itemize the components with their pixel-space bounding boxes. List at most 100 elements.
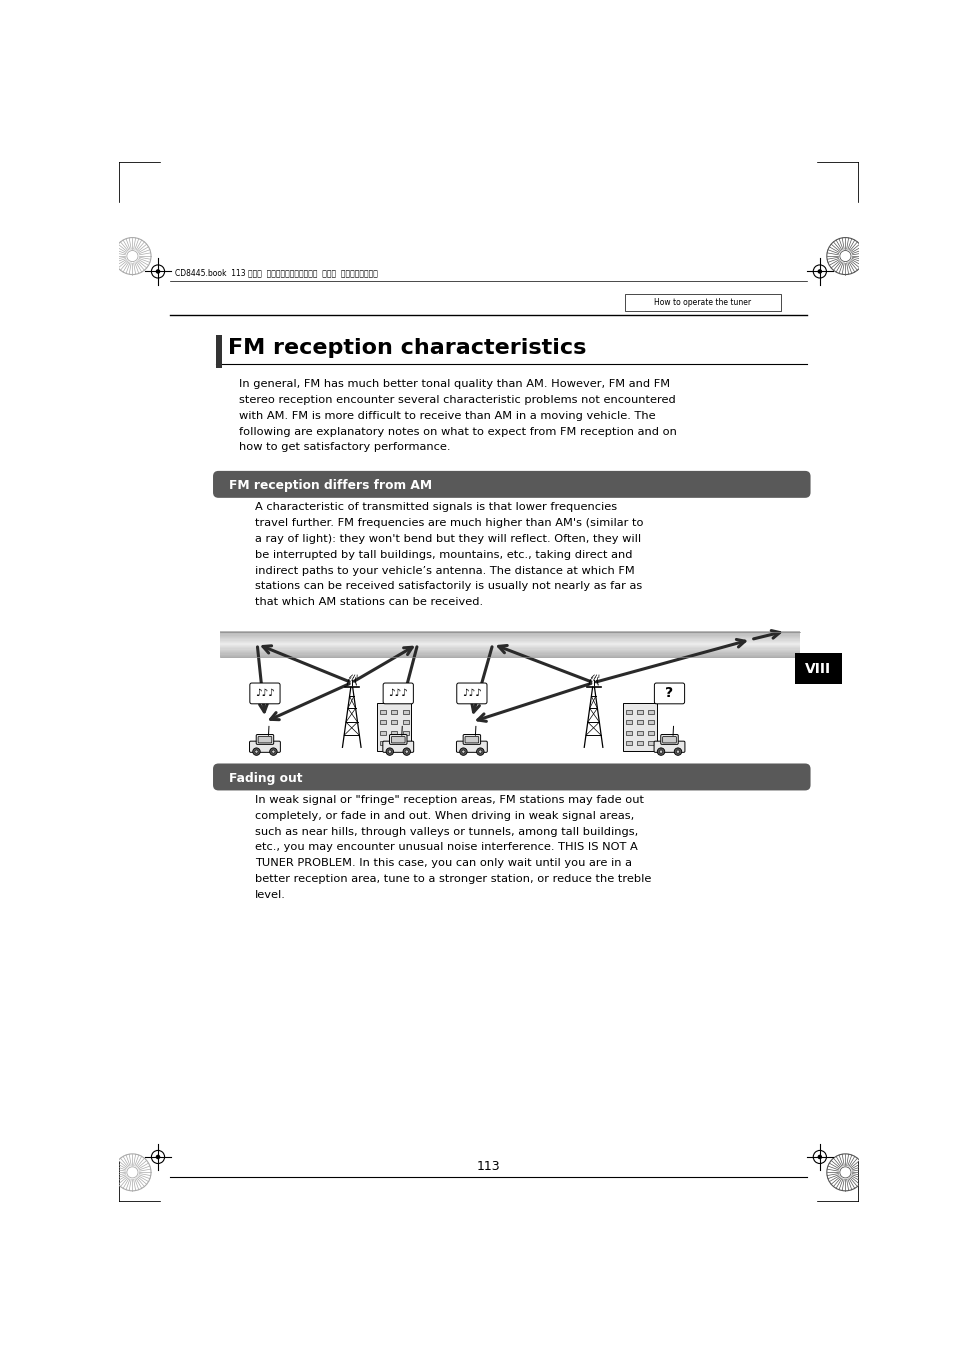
Text: ♪♪♪: ♪♪♪ xyxy=(388,689,408,698)
Bar xyxy=(379,742,386,746)
Text: with AM. FM is more difficult to receive than AM in a moving vehicle. The: with AM. FM is more difficult to receive… xyxy=(239,411,656,420)
Circle shape xyxy=(818,270,821,273)
Text: FM reception characteristics: FM reception characteristics xyxy=(228,338,585,358)
FancyBboxPatch shape xyxy=(382,742,414,753)
Bar xyxy=(379,720,386,724)
Bar xyxy=(220,636,799,638)
FancyBboxPatch shape xyxy=(389,735,407,744)
FancyBboxPatch shape xyxy=(654,684,684,704)
Bar xyxy=(220,635,799,636)
Bar xyxy=(625,731,631,735)
FancyBboxPatch shape xyxy=(250,684,280,704)
Circle shape xyxy=(405,750,408,754)
Bar xyxy=(391,720,397,724)
Circle shape xyxy=(676,750,679,754)
Bar xyxy=(622,704,657,751)
Text: following are explanatory notes on what to expect from FM reception and on: following are explanatory notes on what … xyxy=(239,427,677,436)
Text: ♪♪♪: ♪♪♪ xyxy=(254,689,274,698)
FancyBboxPatch shape xyxy=(258,736,272,743)
Bar xyxy=(391,742,397,746)
Bar xyxy=(220,647,799,648)
Bar xyxy=(391,709,397,713)
Circle shape xyxy=(388,750,391,754)
Circle shape xyxy=(386,748,394,755)
FancyBboxPatch shape xyxy=(462,735,480,744)
Bar xyxy=(637,720,642,724)
Bar xyxy=(625,742,631,746)
Circle shape xyxy=(478,750,481,754)
Bar xyxy=(220,628,799,757)
Bar xyxy=(220,654,799,657)
Bar xyxy=(625,709,631,713)
Bar xyxy=(379,731,386,735)
Bar xyxy=(220,648,799,650)
Text: stations can be received satisfactorily is usually not nearly as far as: stations can be received satisfactorily … xyxy=(254,581,641,592)
Bar xyxy=(220,634,799,635)
Bar xyxy=(216,335,221,369)
Text: In weak signal or "fringe" reception areas, FM stations may fade out: In weak signal or "fringe" reception are… xyxy=(254,794,643,805)
Bar xyxy=(637,731,642,735)
Bar xyxy=(379,709,386,713)
FancyBboxPatch shape xyxy=(213,471,810,497)
Bar xyxy=(402,742,409,746)
Bar xyxy=(391,731,397,735)
FancyBboxPatch shape xyxy=(456,684,486,704)
Text: better reception area, tune to a stronger station, or reduce the treble: better reception area, tune to a stronge… xyxy=(254,874,651,884)
Text: stereo reception encounter several characteristic problems not encountered: stereo reception encounter several chara… xyxy=(239,394,676,405)
FancyBboxPatch shape xyxy=(213,763,810,790)
Circle shape xyxy=(270,748,277,755)
Bar xyxy=(220,655,799,657)
Text: FM reception differs from AM: FM reception differs from AM xyxy=(229,480,432,492)
Bar xyxy=(220,639,799,640)
Text: How to operate the tuner: How to operate the tuner xyxy=(654,297,751,307)
FancyBboxPatch shape xyxy=(662,736,676,743)
Bar xyxy=(220,651,799,654)
Circle shape xyxy=(659,750,662,754)
Bar xyxy=(402,731,409,735)
Bar xyxy=(637,709,642,713)
Bar xyxy=(220,653,799,655)
Bar xyxy=(624,293,781,311)
FancyBboxPatch shape xyxy=(391,736,405,743)
Circle shape xyxy=(461,750,464,754)
Text: how to get satisfactory performance.: how to get satisfactory performance. xyxy=(239,442,451,453)
FancyBboxPatch shape xyxy=(456,742,487,753)
Text: travel further. FM frequencies are much higher than AM's (similar to: travel further. FM frequencies are much … xyxy=(254,519,642,528)
Bar xyxy=(220,638,799,639)
Text: Fading out: Fading out xyxy=(229,771,302,785)
Text: be interrupted by tall buildings, mountains, etc., taking direct and: be interrupted by tall buildings, mounta… xyxy=(254,550,632,559)
Bar xyxy=(648,742,654,746)
FancyBboxPatch shape xyxy=(383,684,413,704)
Bar xyxy=(220,650,799,651)
Text: level.: level. xyxy=(254,890,286,900)
Bar xyxy=(220,640,799,642)
Bar xyxy=(220,631,799,634)
Bar xyxy=(220,632,799,635)
Text: etc., you may encounter unusual noise interference. THIS IS NOT A: etc., you may encounter unusual noise in… xyxy=(254,843,637,852)
Circle shape xyxy=(476,748,483,755)
FancyBboxPatch shape xyxy=(250,742,280,753)
Bar xyxy=(648,731,654,735)
FancyBboxPatch shape xyxy=(464,736,478,743)
Bar xyxy=(220,644,799,646)
Circle shape xyxy=(156,1155,159,1159)
Bar xyxy=(220,643,799,644)
Bar xyxy=(402,720,409,724)
Bar xyxy=(794,654,841,684)
Circle shape xyxy=(254,750,258,754)
Circle shape xyxy=(674,748,681,755)
Text: such as near hills, through valleys or tunnels, among tall buildings,: such as near hills, through valleys or t… xyxy=(254,827,638,836)
Text: ♪♪♪: ♪♪♪ xyxy=(461,689,481,698)
Text: A characteristic of transmitted signals is that lower frequencies: A characteristic of transmitted signals … xyxy=(254,503,617,512)
Text: VIII: VIII xyxy=(804,662,830,676)
Circle shape xyxy=(402,748,410,755)
Text: that which AM stations can be received.: that which AM stations can be received. xyxy=(254,597,482,607)
Text: 113: 113 xyxy=(476,1161,500,1174)
Bar xyxy=(220,646,799,647)
Bar xyxy=(648,709,654,713)
Text: completely, or fade in and out. When driving in weak signal areas,: completely, or fade in and out. When dri… xyxy=(254,811,634,821)
Bar xyxy=(377,704,411,751)
Bar xyxy=(220,642,799,643)
FancyBboxPatch shape xyxy=(660,735,678,744)
Bar xyxy=(637,742,642,746)
